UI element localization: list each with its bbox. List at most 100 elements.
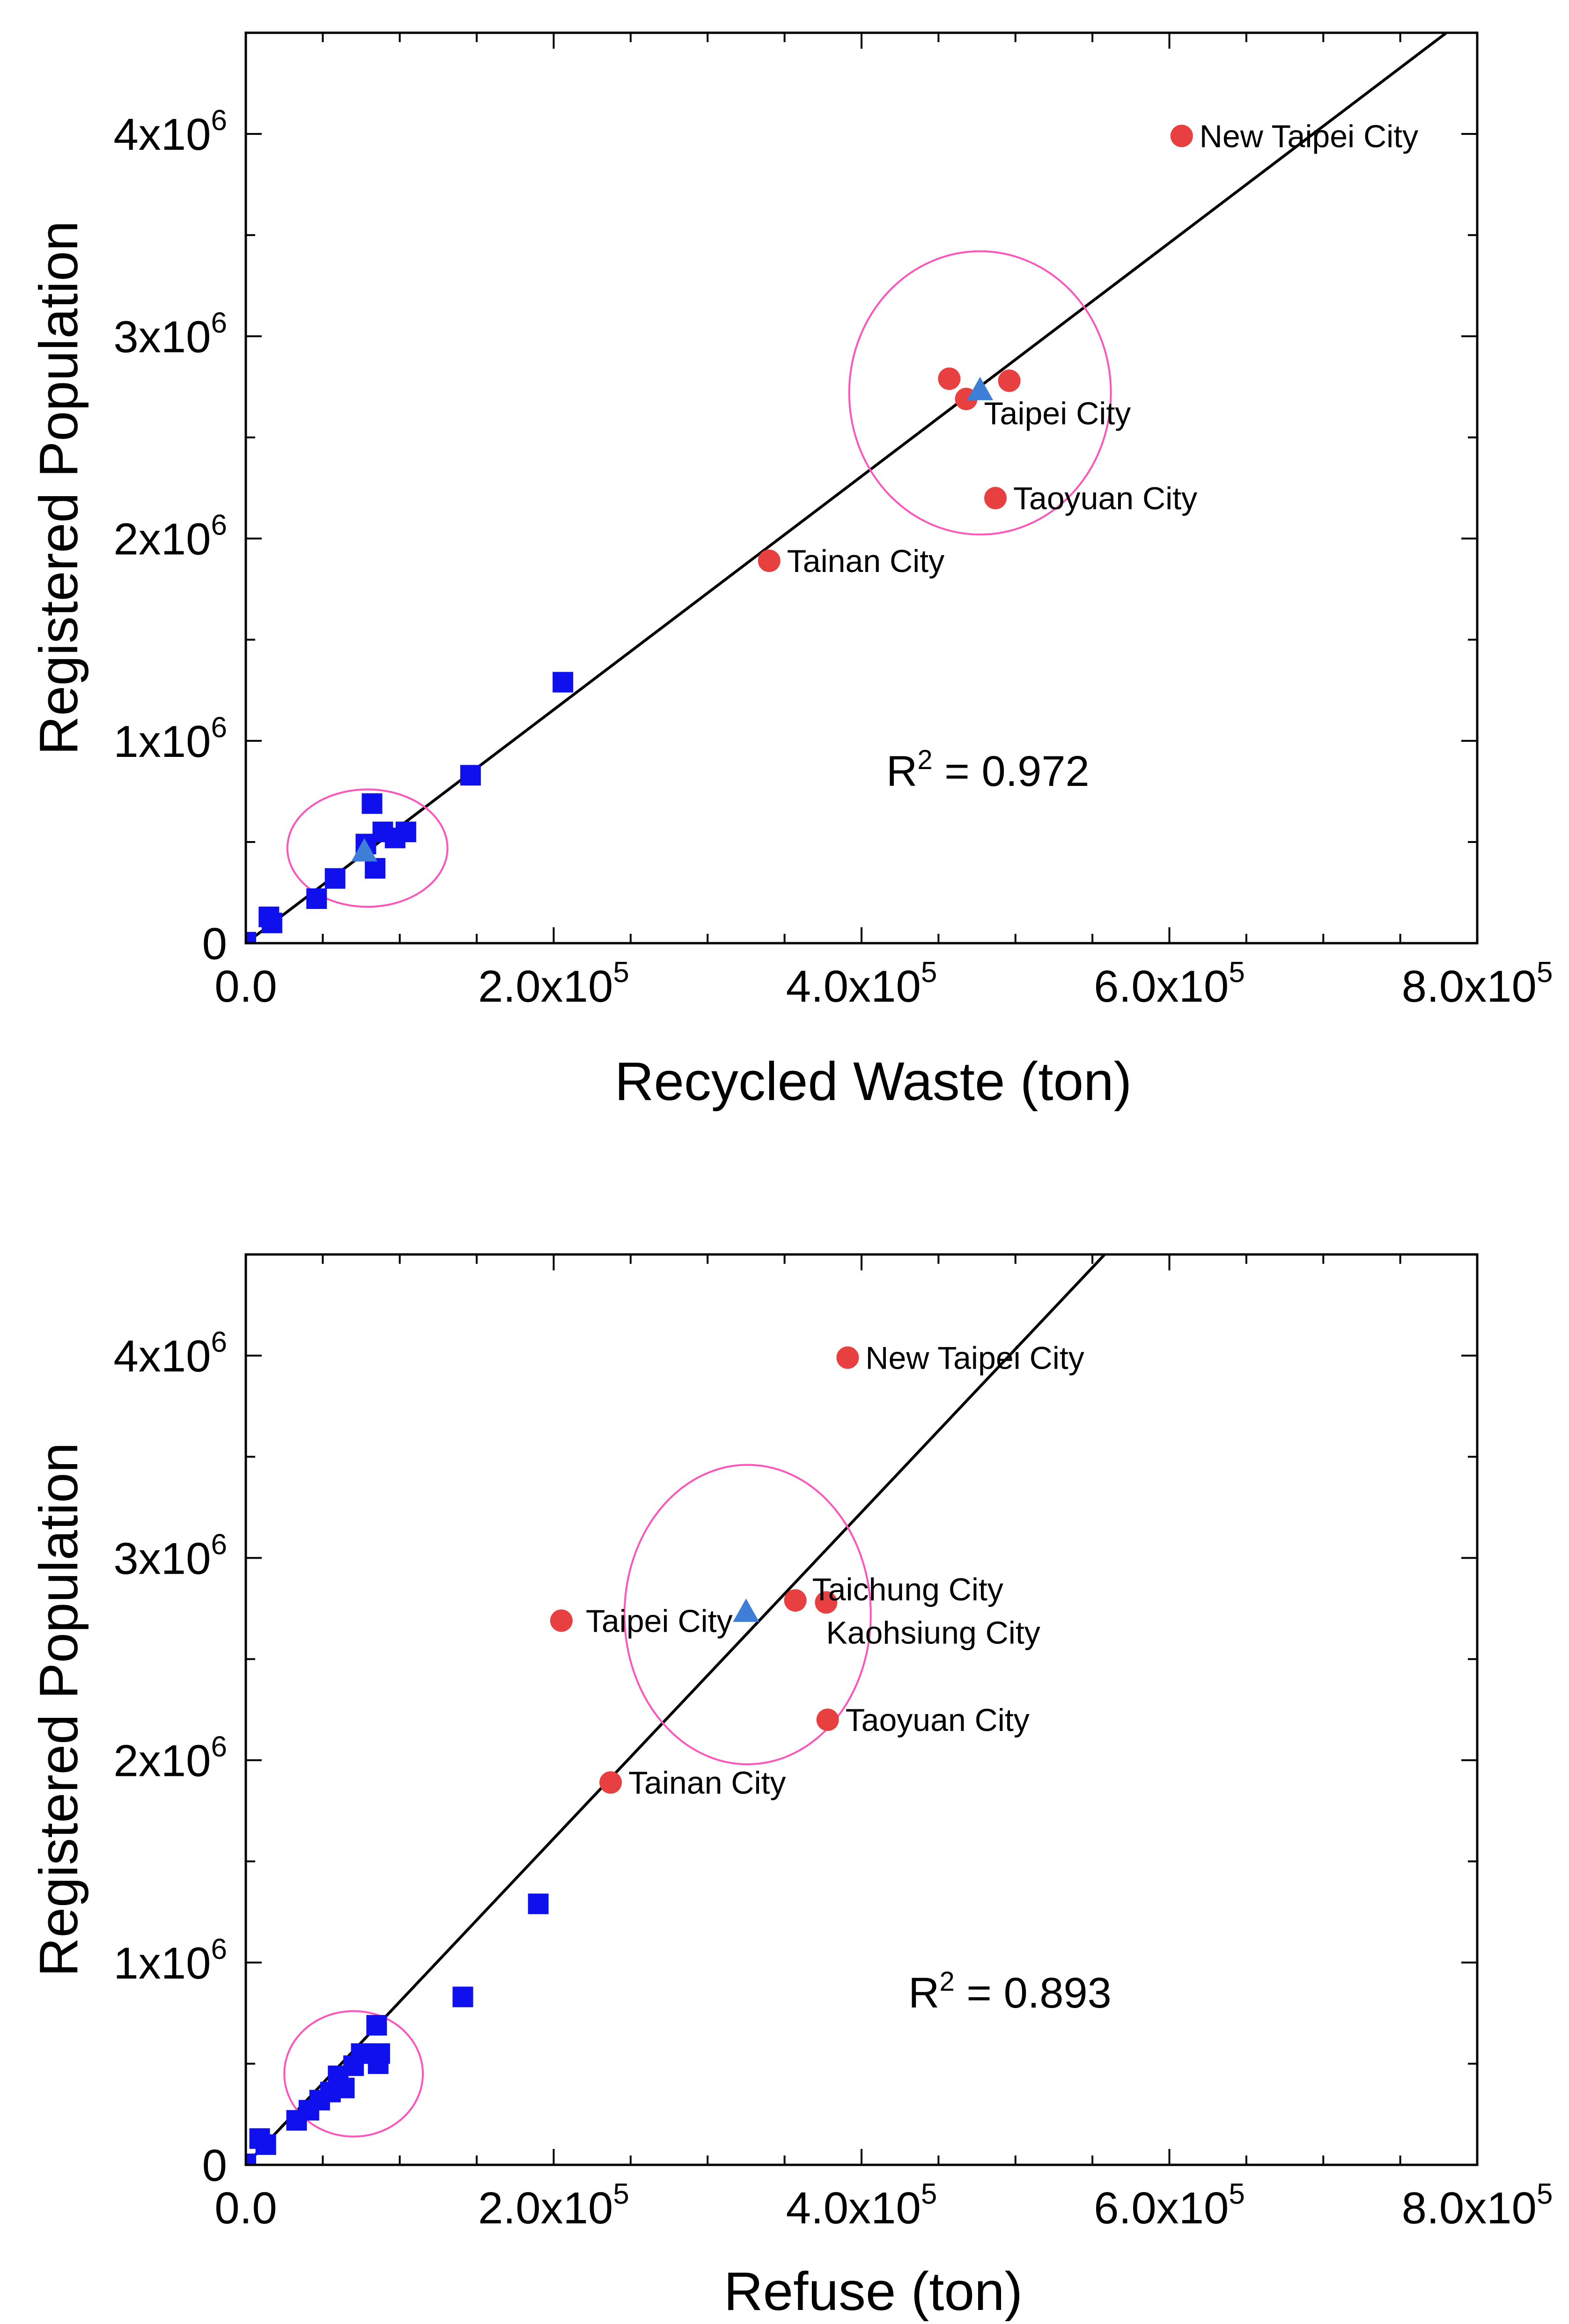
county-point [361, 793, 383, 814]
y-tick-label: 1x106 [113, 1933, 227, 1988]
x-tick-label-text: 2.0x10 [478, 961, 613, 1012]
x-tick-label-exponent: 5 [1229, 956, 1245, 989]
y-tick-label-exponent: 6 [211, 711, 227, 744]
y-tick-label-exponent: 6 [211, 104, 227, 137]
x-tick-label: 0.0 [214, 2183, 277, 2233]
r-squared-label: R2 = 0.893 [908, 1966, 1112, 2017]
x-tick-label-text: 2.0x10 [478, 2183, 613, 2233]
refuse-chart: 0.0 2.0x105 4.0x105 6.0x105 8.0x10501x1062x1… [28, 1253, 1553, 2322]
city-label: Taipei City [984, 396, 1131, 431]
r-squared-prefix: R [908, 1969, 939, 2017]
city-point [836, 1346, 859, 1369]
x-tick-label-exponent: 5 [1537, 956, 1553, 989]
y-tick-label: 1x106 [113, 711, 227, 767]
plot-frame [244, 1253, 1479, 2166]
y-tick-label-text: 0 [202, 2141, 227, 2191]
x-tick-label-exponent: 5 [1229, 2178, 1245, 2210]
city-point [599, 1771, 622, 1794]
x-tick-label-text: 6.0x10 [1094, 2183, 1229, 2233]
cluster-ellipse [286, 788, 449, 908]
city-point [998, 369, 1021, 392]
city-label: Taipei City [586, 1603, 733, 1639]
x-tick-label: 6.0x105 [1094, 2178, 1245, 2233]
x-tick-label-text: 0.0 [214, 961, 277, 1012]
city-point [816, 1708, 839, 1731]
x-tick-label-exponent: 5 [921, 956, 937, 989]
regression-line [246, 1254, 1106, 2165]
y-tick-label-text: 3x10 [113, 312, 211, 362]
y-tick-label-text: 2x10 [113, 1736, 211, 1786]
plot-area [246, 1254, 1106, 2165]
y-tick-label-exponent: 6 [211, 1933, 227, 1965]
x-tick-label-exponent: 5 [613, 956, 629, 989]
x-tick-label: 4.0x105 [786, 956, 937, 1012]
city-point [1170, 125, 1193, 147]
y-tick-label-text: 3x10 [113, 1533, 211, 1584]
x-axis-title: Recycled Waste (ton) [615, 1051, 1132, 1112]
county-point [552, 672, 574, 693]
y-tick-label: 2x106 [113, 1731, 227, 1786]
city-label: Taichung City [812, 1572, 1003, 1607]
y-tick-label-exponent: 6 [211, 509, 227, 542]
city-label: Taoyuan City [846, 1702, 1030, 1738]
x-tick-label-text: 8.0x10 [1402, 2183, 1537, 2233]
city-label: Tainan City [628, 1765, 786, 1801]
y-tick-label-text: 4x10 [113, 1331, 211, 1381]
cluster-ellipse [623, 1464, 872, 1766]
y-tick-label-text: 4x10 [113, 110, 211, 160]
cluster-ellipse [848, 250, 1112, 535]
plot-frame [244, 31, 1479, 945]
y-tick-label: 4x106 [113, 104, 227, 160]
mean-point [733, 1598, 759, 1622]
county-point [261, 912, 282, 933]
r-squared-exponent: 2 [939, 1966, 954, 1997]
y-tick-label-text: 1x10 [113, 1938, 211, 1988]
y-tick-label-exponent: 6 [211, 1326, 227, 1358]
y-axis-title: Registered Population [28, 1443, 89, 1977]
r-squared-prefix: R [886, 748, 917, 795]
y-tick-label-exponent: 6 [211, 1528, 227, 1561]
county-point [369, 2043, 390, 2064]
x-tick-label-text: 8.0x10 [1402, 961, 1537, 1012]
y-tick-label: 2x106 [113, 509, 227, 565]
x-tick-label: 4.0x105 [786, 2178, 937, 2233]
county-point [306, 888, 327, 909]
city-label: Kaohsiung City [826, 1615, 1040, 1650]
x-tick-label-text: 4.0x10 [786, 961, 921, 1012]
county-point [255, 2134, 276, 2155]
county-point [460, 765, 481, 786]
x-tick-label-exponent: 5 [921, 2178, 937, 2210]
city-point [815, 1591, 838, 1614]
y-tick-label-exponent: 6 [211, 1731, 227, 1763]
city-label: Tainan City [787, 543, 944, 579]
plot-area [246, 33, 1448, 943]
city-label: New Taipei City [1200, 118, 1418, 154]
county-point [528, 1893, 549, 1914]
city-point [758, 550, 781, 572]
y-tick-label-text: 2x10 [113, 514, 211, 565]
x-tick-label: 2.0x105 [478, 956, 629, 1012]
x-axis-title: Refuse (ton) [724, 2261, 1023, 2322]
r-squared-value: = 0.972 [933, 748, 1090, 795]
x-tick-label-text: 0.0 [214, 2183, 277, 2233]
y-axis-title: Registered Population [28, 221, 89, 755]
mean-point [351, 838, 378, 862]
county-point [395, 821, 416, 843]
x-tick-label: 0.0 [214, 961, 277, 1012]
x-tick-label: 8.0x105 [1402, 956, 1553, 1012]
recycled-waste-chart: 0.0 2.0x105 4.0x105 6.0x105 8.0x10501x1062x1… [28, 31, 1553, 1112]
x-tick-label-exponent: 5 [1537, 2178, 1553, 2210]
city-point [784, 1589, 807, 1612]
city-point [938, 367, 961, 390]
y-tick-label: 0 [202, 919, 227, 969]
regression-line [246, 33, 1448, 943]
x-tick-label: 8.0x105 [1402, 2178, 1553, 2233]
x-tick-label-text: 6.0x10 [1094, 961, 1229, 1012]
r-squared-label: R2 = 0.972 [886, 745, 1090, 795]
city-point [550, 1609, 573, 1632]
county-point [324, 868, 346, 889]
mean-point [967, 377, 994, 401]
x-tick-label: 6.0x105 [1094, 956, 1245, 1012]
x-tick-label: 2.0x105 [478, 2178, 629, 2233]
